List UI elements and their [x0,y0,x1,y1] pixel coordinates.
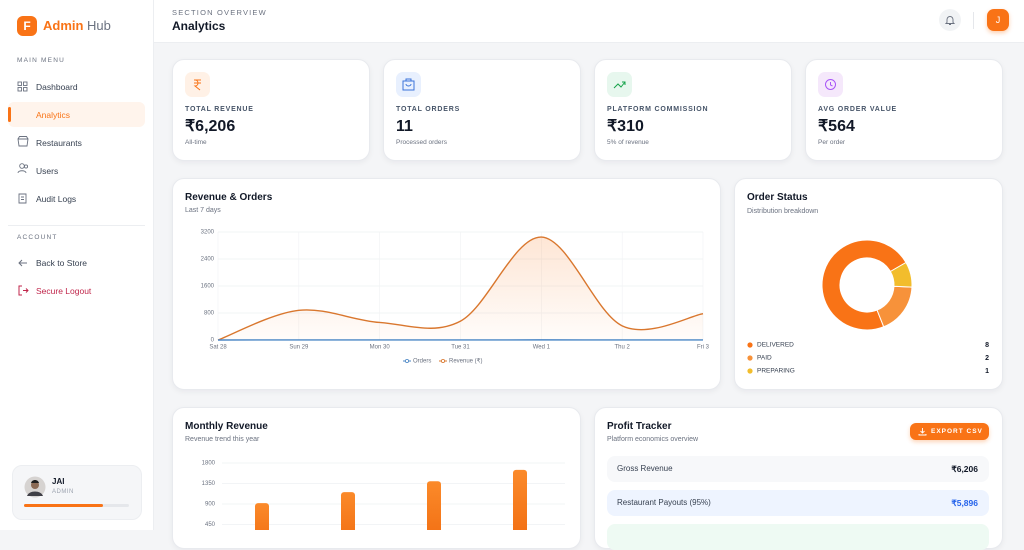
account-title: ACCOUNT [17,232,58,244]
menu-icons [17,81,29,205]
menu-item[interactable]: Back to Store [36,257,87,269]
divider [8,225,145,226]
stat-note: Per order [818,137,845,149]
sidebar: F Admin Hub MAIN MENU Dashboard Analytic… [0,0,154,530]
profit-label: Restaurant Payouts (95%) [617,497,711,509]
header-eyebrow: SECTION OVERVIEW [172,7,267,19]
stat-note: All-time [185,137,207,149]
logo[interactable]: F [17,16,37,36]
account-icons [17,257,29,297]
menu-icon [17,86,29,98]
profit-value: ₹5,896 [951,497,978,509]
card-subtitle: Distribution breakdown [747,206,818,218]
menu-item[interactable]: Restaurants [36,137,82,149]
card-subtitle: Last 7 days [185,205,221,217]
profit-value: ₹6,206 [951,463,978,475]
user-avatar[interactable] [24,476,46,498]
stat-value: 11 [396,118,413,136]
header-separator [973,12,974,29]
stat-note: Processed orders [396,137,447,149]
menu-item[interactable]: Analytics [36,109,70,121]
menu-item[interactable]: Audit Logs [36,193,76,205]
export-label[interactable]: EXPORT CSV [931,426,983,438]
stat-value: ₹564 [818,118,855,136]
active-indicator [8,107,11,122]
header-title: Analytics [172,20,225,32]
user-role: ADMIN [52,486,74,498]
profit-row [607,524,989,550]
page: F Admin Hub MAIN MENU Dashboard Analytic… [0,0,1024,530]
stat-label: TOTAL ORDERS [396,104,460,116]
bell-button[interactable] [939,9,961,31]
brand: Admin [43,20,83,32]
revenue-card [172,178,721,390]
progress-fill [24,504,103,507]
card-title: Revenue & Orders [185,192,272,204]
menu-title: MAIN MENU [17,55,65,67]
profit-label: Gross Revenue [617,463,673,475]
stat-note: 5% of revenue [607,137,649,149]
menu-item[interactable]: Users [36,165,58,177]
stat-label: AVG ORDER VALUE [818,104,897,116]
card-title: Profit Tracker [607,421,671,433]
logout[interactable]: Secure Logout [36,285,91,297]
stat-label: TOTAL REVENUE [185,104,254,116]
card-title: Monthly Revenue [185,421,268,433]
export-icon [918,427,927,436]
brand-suffix: Hub [87,20,111,32]
card-subtitle: Platform economics overview [607,434,698,446]
active-highlight [8,102,145,127]
header [154,0,1024,43]
stat-icons [185,72,1015,98]
card-title: Order Status [747,192,808,204]
stat-label: PLATFORM COMMISSION [607,104,708,116]
card-subtitle: Revenue trend this year [185,434,259,446]
menu-item[interactable]: Dashboard [36,81,78,93]
stat-value: ₹310 [607,118,644,136]
stat-value: ₹6,206 [185,118,235,136]
header-avatar[interactable]: J [987,9,1009,31]
